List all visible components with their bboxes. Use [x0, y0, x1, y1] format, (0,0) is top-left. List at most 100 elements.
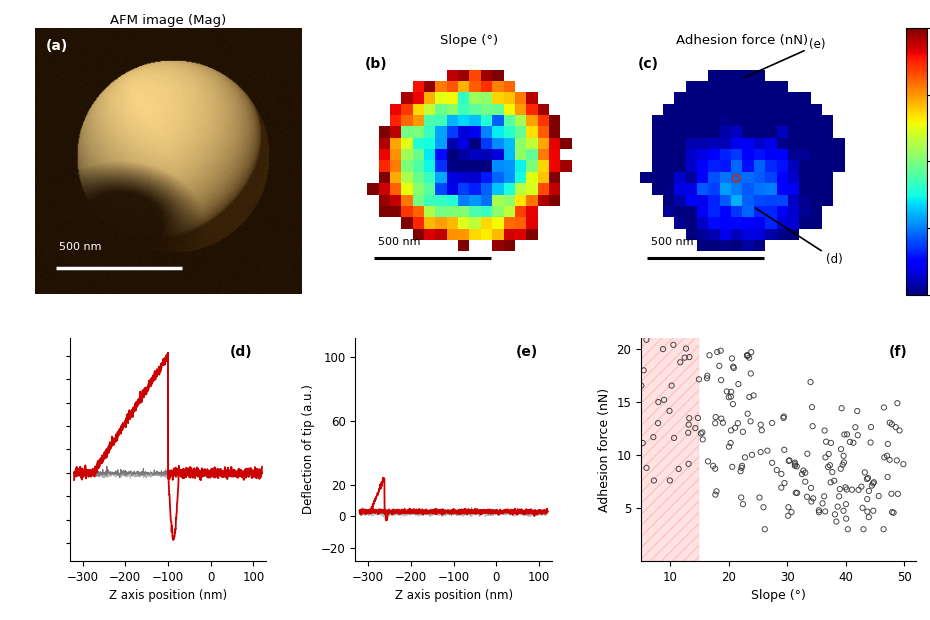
X-axis label: Z axis position (nm): Z axis position (nm)	[394, 590, 512, 603]
Point	[883, 418, 897, 428]
Point	[743, 417, 758, 427]
Point	[724, 425, 738, 435]
Point	[871, 491, 886, 501]
Point	[715, 418, 730, 428]
Point	[639, 463, 654, 473]
Point	[880, 451, 895, 461]
Point	[804, 377, 818, 387]
Point	[757, 525, 772, 534]
Point	[883, 455, 897, 465]
Point	[859, 474, 874, 484]
Point	[682, 352, 697, 362]
Point	[713, 375, 728, 385]
Point	[752, 492, 767, 502]
Point	[839, 499, 854, 509]
Point	[733, 466, 748, 476]
Point	[841, 525, 856, 534]
Point	[805, 494, 820, 503]
Point	[708, 418, 723, 428]
Point	[784, 507, 799, 517]
Point	[764, 418, 779, 428]
Point	[780, 511, 795, 521]
Point	[724, 353, 739, 363]
Point	[737, 453, 752, 463]
Point	[821, 449, 836, 459]
Point	[876, 525, 891, 534]
Point	[829, 516, 844, 526]
Point	[722, 392, 737, 402]
Point	[672, 357, 687, 367]
Point	[822, 460, 837, 470]
Title: Adhesion force (nN): Adhesion force (nN)	[675, 34, 807, 47]
Point	[860, 473, 875, 483]
Point	[877, 453, 892, 463]
Point	[833, 464, 848, 474]
Point	[864, 480, 879, 490]
Point	[777, 478, 792, 488]
Text: (a): (a)	[46, 38, 68, 53]
Point	[825, 467, 840, 477]
Point	[666, 340, 681, 350]
Point	[713, 346, 728, 356]
Point	[851, 485, 866, 495]
Point	[820, 462, 835, 472]
Point	[636, 365, 651, 375]
Text: (e): (e)	[516, 345, 538, 358]
Point	[774, 482, 789, 492]
Point	[835, 460, 850, 470]
Text: 500 nm: 500 nm	[651, 237, 694, 247]
Point	[692, 374, 707, 384]
Point	[857, 467, 872, 477]
Point	[709, 412, 724, 422]
Point	[781, 456, 796, 466]
Point	[651, 418, 666, 428]
Point	[754, 425, 769, 435]
Point	[731, 379, 746, 389]
Point	[774, 469, 789, 479]
Point	[892, 425, 907, 435]
Point	[890, 398, 905, 408]
Point	[635, 438, 650, 448]
Point	[861, 486, 876, 496]
Point	[823, 477, 838, 487]
Point	[788, 459, 803, 469]
Point	[667, 433, 682, 443]
Point	[880, 472, 895, 482]
Point	[890, 489, 905, 499]
Point	[833, 444, 848, 454]
Point	[805, 421, 820, 431]
Point	[656, 344, 671, 354]
Point	[789, 488, 804, 498]
Point	[836, 506, 851, 516]
Text: (b): (b)	[365, 57, 388, 71]
Point	[744, 347, 759, 357]
Point	[860, 507, 875, 516]
Point	[850, 406, 865, 416]
Y-axis label: Adhesion force (nN): Adhesion force (nN)	[598, 388, 611, 512]
Text: (f): (f)	[889, 345, 908, 358]
Point	[769, 465, 784, 475]
Point	[817, 507, 832, 516]
Point	[736, 427, 751, 436]
Point	[664, 381, 679, 391]
Point	[725, 399, 740, 409]
Point	[818, 436, 833, 446]
Point	[681, 428, 696, 438]
Point	[804, 497, 818, 507]
Point	[700, 371, 715, 381]
Point	[702, 350, 717, 360]
Point	[714, 414, 729, 423]
Point	[711, 361, 726, 371]
Point	[708, 490, 723, 500]
Point	[739, 350, 754, 360]
Point	[896, 459, 910, 469]
Point	[804, 483, 818, 493]
Text: (d): (d)	[755, 208, 844, 266]
Point	[815, 498, 830, 508]
Point	[839, 514, 854, 524]
Point	[855, 503, 870, 513]
Point	[690, 413, 705, 423]
Text: (c): (c)	[638, 57, 658, 71]
Point	[800, 449, 815, 459]
Point	[651, 397, 666, 407]
